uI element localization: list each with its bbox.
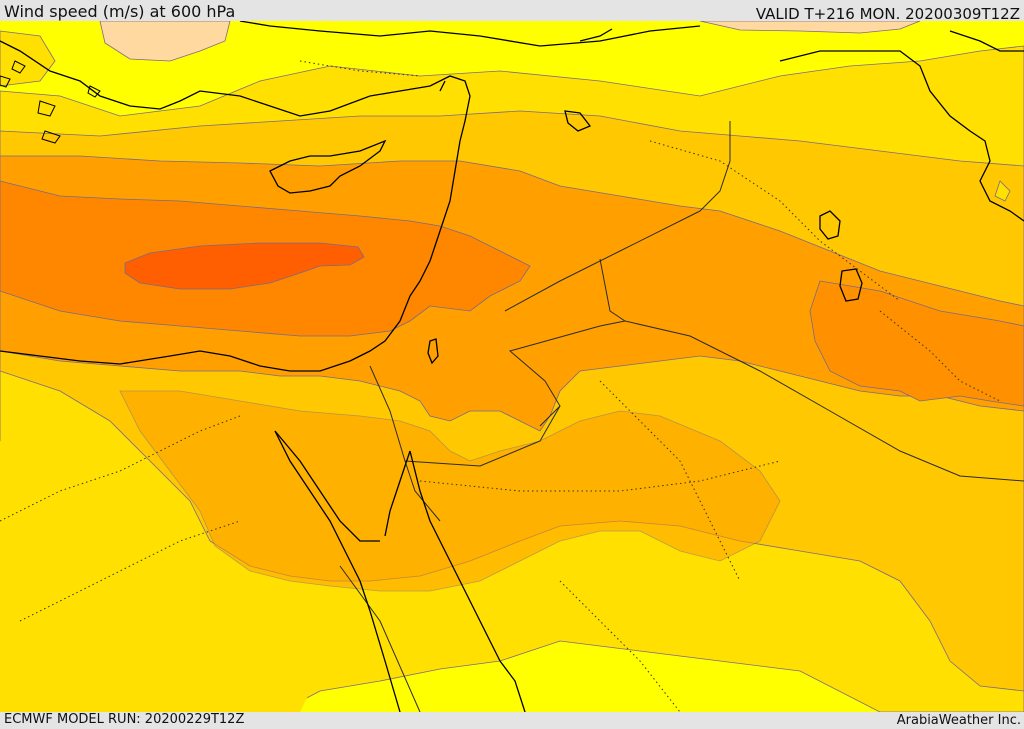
band-mid-patch bbox=[994, 180, 1011, 202]
coastlines bbox=[0, 21, 1024, 712]
footer-bar: ECMWF MODEL RUN: 20200229T12Z ArabiaWeat… bbox=[0, 712, 1024, 729]
model-run-label: ECMWF MODEL RUN: 20200229T12Z bbox=[4, 712, 245, 727]
wind-speed-map[interactable] bbox=[0, 21, 1024, 712]
band-midhigh-extension bbox=[119, 390, 781, 592]
islands bbox=[0, 60, 101, 144]
internal-boundaries bbox=[0, 60, 1001, 712]
calm-patch bbox=[99, 21, 231, 62]
band-max bbox=[124, 242, 365, 290]
map-title: Wind speed (m/s) at 600 hPa bbox=[4, 2, 236, 21]
header-bar: Wind speed (m/s) at 600 hPa VALID T+216 … bbox=[0, 0, 1024, 23]
band-high-east bbox=[809, 280, 1024, 407]
band-low bbox=[0, 30, 56, 87]
band-lowest-patch bbox=[0, 441, 320, 712]
political-borders bbox=[339, 121, 1024, 712]
credit-label: ArabiaWeather Inc. bbox=[896, 713, 1021, 728]
calm-patch bbox=[699, 21, 921, 34]
valid-time: VALID T+216 MON. 20200309T12Z bbox=[755, 5, 1020, 23]
